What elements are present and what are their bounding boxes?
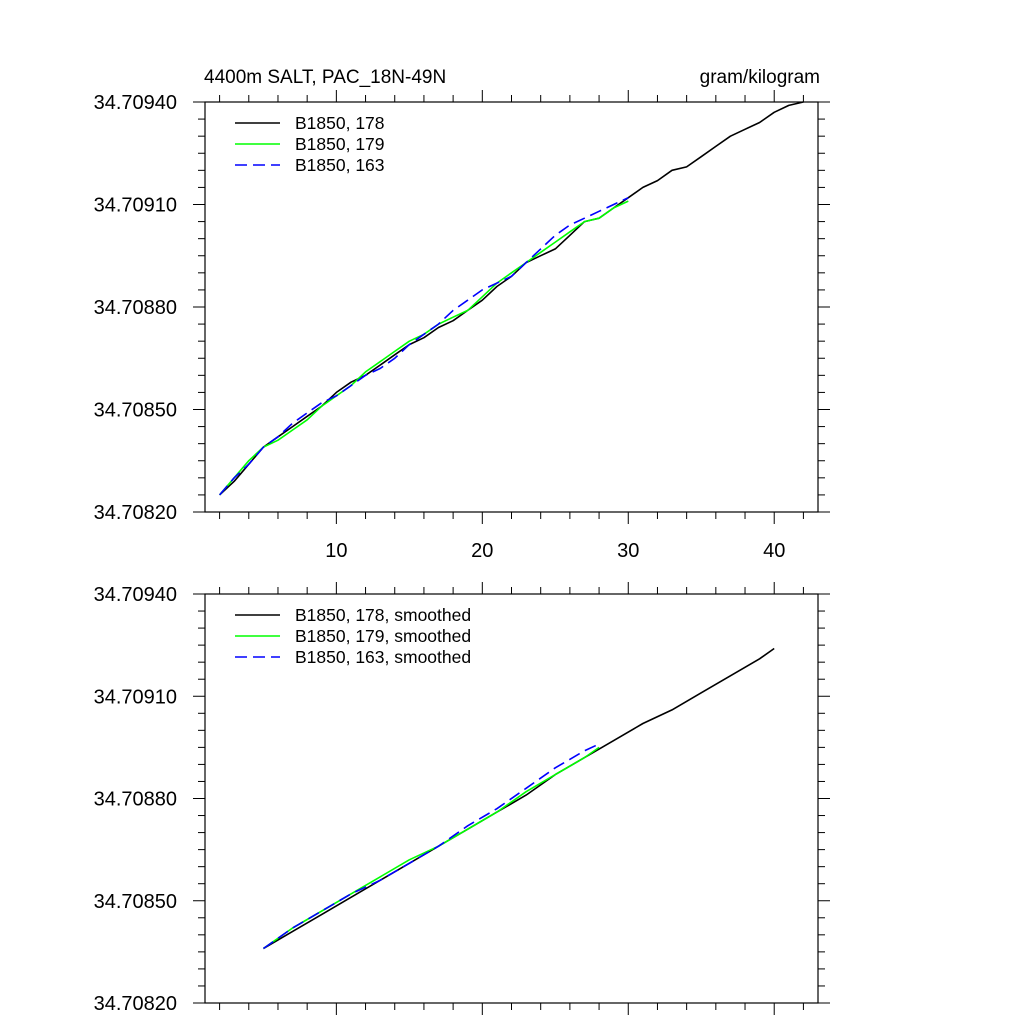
legend-label-2: B1850, 163: [295, 155, 385, 175]
x-tick-label: 20: [471, 540, 493, 562]
legend-label-0: B1850, 178: [295, 113, 385, 133]
y-tick-label: 34.70820: [94, 502, 177, 524]
top-panel: 4400m SALT, PAC_18N-49N gram/kilogram 10…: [94, 67, 830, 562]
y-tick-label: 34.70940: [94, 92, 177, 114]
y-tick-label: 34.70910: [94, 195, 177, 217]
y-tick-label: 34.70820: [94, 993, 177, 1015]
series-line-1: [218, 200, 629, 496]
y-tick-label: 34.70940: [94, 584, 177, 606]
legend-label-1: B1850, 179: [295, 134, 385, 154]
y-tick-label: 34.70880: [94, 297, 177, 319]
x-tick-label: 30: [617, 540, 639, 562]
x-tick-label: 40: [763, 540, 785, 562]
legend-label-0: B1850, 178, smoothed: [295, 605, 471, 625]
y-tick-label: 34.70910: [94, 686, 177, 708]
bottom-panel: 34.70820 34.70850 34.70880 34.70910 34.70940…: [94, 582, 830, 1015]
units-label: gram/kilogram: [700, 67, 820, 88]
y-tick-label: 34.70850: [94, 891, 177, 913]
legend-label-1: B1850, 179, smoothed: [295, 626, 471, 646]
chart-title: 4400m SALT, PAC_18N-49N: [204, 67, 446, 88]
x-tick-label: 10: [325, 540, 347, 562]
series-line-2: [218, 196, 629, 496]
series-line-2: [262, 743, 600, 950]
y-tick-label: 34.70850: [94, 400, 177, 422]
series-line-0: [262, 647, 775, 950]
y-tick-label: 34.70880: [94, 789, 177, 811]
legend-label-2: B1850, 163, smoothed: [295, 647, 471, 667]
